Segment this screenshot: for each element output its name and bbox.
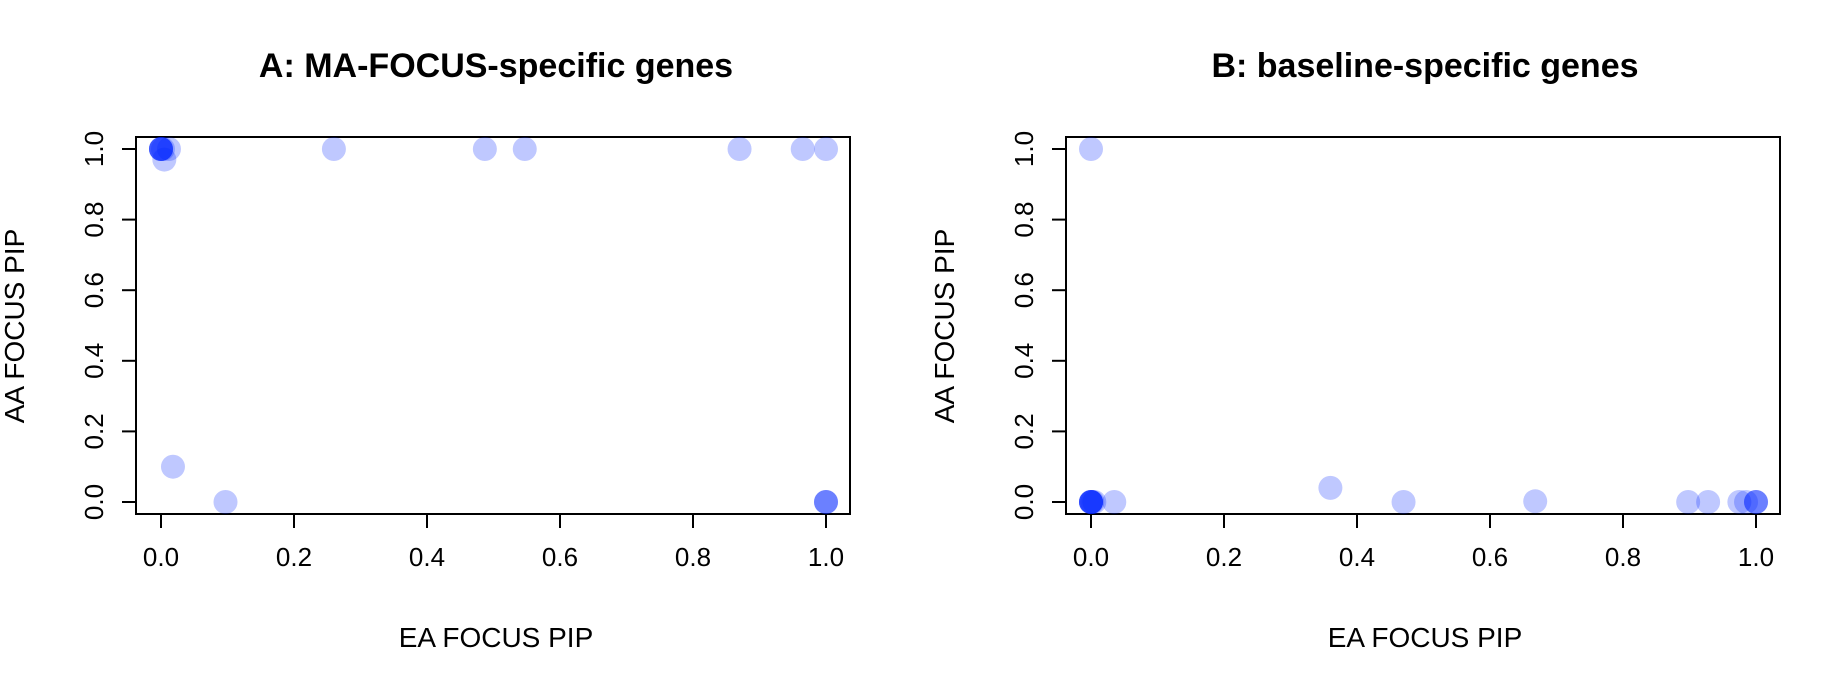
x-tick-label: 0.4 [409, 542, 445, 572]
x-axis-title: EA FOCUS PIP [1328, 622, 1523, 653]
scatter-point [1102, 490, 1127, 514]
y-tick-label: 0.2 [1009, 413, 1039, 449]
y-tick-label: 0.6 [79, 272, 109, 308]
scatter-point [1734, 490, 1759, 514]
scatter-point [727, 137, 752, 161]
y-axis: 0.0 0.2 0.4 0.6 0.8 1.0 [1009, 131, 1066, 520]
scatter-point [149, 137, 173, 161]
y-tick-label: 0.4 [79, 343, 109, 379]
scatter-points [1079, 137, 1768, 514]
scatter-point [1676, 490, 1701, 514]
scatter-point [1080, 490, 1105, 514]
y-tick-label: 0.0 [79, 484, 109, 520]
scatter-point [1744, 490, 1768, 514]
y-tick-label: 0.8 [1009, 202, 1039, 238]
x-tick-label: 0.2 [1206, 542, 1242, 572]
scatter-point [1744, 490, 1768, 514]
scatter-point [1079, 490, 1103, 514]
x-tick-label: 0.0 [1073, 542, 1109, 572]
x-tick-label: 1.0 [808, 542, 844, 572]
y-tick-label: 1.0 [1009, 131, 1039, 167]
y-tick-label: 1.0 [79, 131, 109, 167]
scatter-point [814, 137, 838, 161]
x-axis: 0.0 0.2 0.4 0.6 0.8 1.0 [1073, 514, 1774, 572]
scatter-point [1727, 490, 1752, 514]
scatter-point [814, 490, 838, 514]
scatter-point [152, 147, 177, 172]
y-axis-title: AA FOCUS PIP [0, 229, 30, 424]
scatter-point [814, 490, 838, 514]
y-tick-label: 0.4 [1009, 343, 1039, 379]
scatter-point [1079, 490, 1103, 514]
y-tick-label: 0.0 [1009, 484, 1039, 520]
scatter-point [512, 137, 537, 161]
x-tick-label: 0.6 [542, 542, 578, 572]
y-axis: 0.0 0.2 0.4 0.6 0.8 1.0 [79, 131, 136, 520]
x-axis: 0.0 0.2 0.4 0.6 0.8 1.0 [143, 514, 844, 572]
x-axis-title: EA FOCUS PIP [399, 622, 594, 653]
x-tick-label: 1.0 [1738, 542, 1774, 572]
y-tick-label: 0.2 [79, 413, 109, 449]
scatter-point [1318, 475, 1343, 500]
x-tick-label: 0.6 [1472, 542, 1508, 572]
scatter-point [321, 137, 346, 161]
scatter-point [472, 137, 497, 161]
scatter-point [1079, 490, 1103, 514]
y-tick-label: 0.8 [79, 202, 109, 238]
plot-frame [135, 136, 851, 515]
scatter-point [213, 490, 238, 514]
scatter-points [149, 137, 838, 514]
scatter-point [1079, 490, 1103, 514]
y-tick-label: 0.6 [1009, 272, 1039, 308]
scatter-point [156, 137, 181, 161]
x-tick-label: 0.8 [675, 542, 711, 572]
scatter-point [1079, 490, 1103, 514]
scatter-panel-a: A: MA-FOCUS-specific genes 0.0 0.2 0.4 0.6 0… [0, 47, 851, 653]
x-tick-label: 0.8 [1605, 542, 1641, 572]
x-tick-label: 0.2 [276, 542, 312, 572]
scatter-point [1079, 137, 1103, 161]
scatter-point [1391, 490, 1416, 514]
x-tick-label: 0.4 [1339, 542, 1375, 572]
scatter-point [814, 490, 838, 514]
scatter-point [1744, 490, 1768, 514]
scatter-point [150, 137, 175, 161]
y-axis-title: AA FOCUS PIP [929, 229, 960, 424]
scatter-point [790, 137, 815, 161]
scatter-point [1696, 490, 1721, 514]
scatter-point [149, 137, 173, 161]
x-tick-label: 0.0 [143, 542, 179, 572]
scatter-point [149, 137, 173, 161]
scatter-point [1079, 490, 1103, 514]
scatter-point [1523, 489, 1548, 514]
scatter-panel-b: B: baseline-specific genes 0.0 0.2 0.4 0.6 0… [929, 47, 1781, 653]
plot-frame [1065, 136, 1781, 515]
scatter-point [149, 137, 173, 161]
scatter-point [149, 137, 173, 161]
scatter-point [1082, 490, 1107, 514]
scatter-point [160, 454, 185, 479]
panel-title: B: baseline-specific genes [1211, 47, 1638, 85]
panel-title: A: MA-FOCUS-specific genes [259, 47, 733, 85]
